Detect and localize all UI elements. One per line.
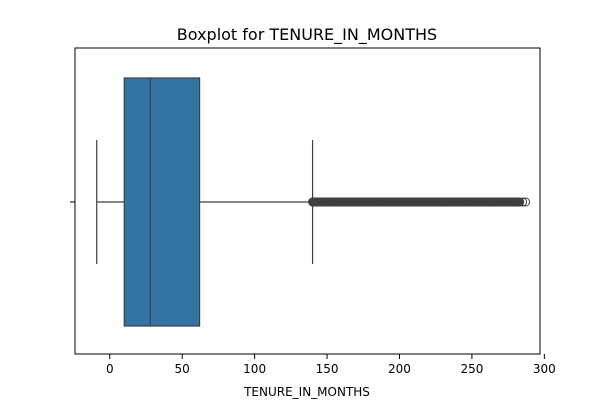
outlier-point [521,197,531,207]
x-tick-label: 300 [533,362,556,376]
x-tick-label: 50 [175,362,190,376]
chart-title: Boxplot for TENURE_IN_MONTHS [177,25,437,45]
plot-area [74,47,541,355]
outliers [308,197,531,207]
iqr-box [123,77,201,327]
outlier-point [518,197,528,207]
x-tick-label: 150 [316,362,339,376]
outlier-point [515,197,525,207]
x-axis: 0 50 100 150 200 250 300 [106,354,556,376]
x-tick-label: 100 [243,362,266,376]
x-axis-label: TENURE_IN_MONTHS [243,385,370,399]
x-tick-label: 0 [106,362,114,376]
x-tick-label: 250 [460,362,483,376]
x-tick-label: 200 [388,362,411,376]
box-marks [96,77,531,327]
